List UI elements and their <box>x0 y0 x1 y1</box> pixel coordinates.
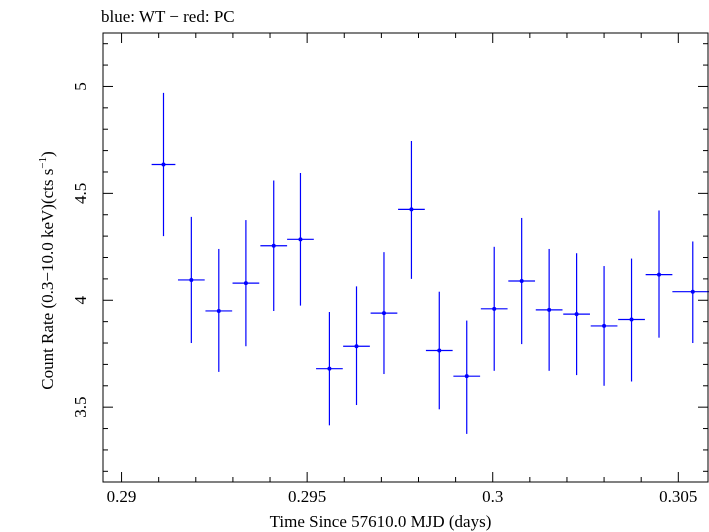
data-point <box>508 217 536 345</box>
y-tick-label: 3.5 <box>71 397 90 418</box>
data-marker <box>189 277 194 282</box>
data-point <box>425 291 453 410</box>
x-tick-label: 0.305 <box>659 487 697 506</box>
data-point <box>232 220 260 347</box>
y-axis-label: Count Rate (0.3−10.0 keV)(cts s−1) <box>37 151 57 390</box>
data-point <box>205 248 233 372</box>
y-tick-label: 4.5 <box>71 183 90 204</box>
data-marker <box>437 348 442 353</box>
data-point <box>618 258 645 382</box>
data-point <box>370 252 398 375</box>
data-marker <box>271 243 276 248</box>
data-point <box>316 312 343 426</box>
data-point <box>260 180 288 311</box>
data-point <box>453 320 481 434</box>
data-marker <box>547 307 552 312</box>
data-marker <box>690 289 695 294</box>
chart-title: blue: WT − red: PC <box>101 7 235 26</box>
data-point <box>287 173 314 306</box>
y-axis-label-main: Count Rate (0.3−10.0 keV)(cts s <box>38 169 57 390</box>
x-tick-label: 0.3 <box>482 487 503 506</box>
y-axis-label-superscript: −1 <box>37 157 49 169</box>
data-marker <box>216 308 221 313</box>
data-marker <box>298 237 303 242</box>
data-marker <box>381 311 386 316</box>
data-marker <box>492 306 497 311</box>
data-point <box>563 253 590 376</box>
data-marker <box>574 312 579 317</box>
data-marker <box>409 207 414 212</box>
x-tick-label: 0.29 <box>107 487 137 506</box>
data-marker <box>327 366 332 371</box>
data-marker <box>602 323 607 328</box>
data-points <box>151 92 709 434</box>
axis-ticks: 0.29 0.295 0.3 0.305 3.5 4 4.5 5 <box>71 33 708 506</box>
data-point <box>672 241 709 344</box>
data-marker <box>464 374 469 379</box>
data-marker <box>354 344 359 349</box>
data-marker <box>629 317 634 322</box>
data-marker <box>161 162 166 167</box>
data-point <box>151 92 176 237</box>
data-point <box>398 140 425 279</box>
x-axis-label: Time Since 57610.0 MJD (days) <box>270 512 492 531</box>
x-tick-label: 0.295 <box>288 487 326 506</box>
y-tick-label: 4 <box>71 296 90 305</box>
data-marker <box>657 272 662 277</box>
plot-frame <box>102 32 709 483</box>
y-axis-label-tail: ) <box>38 151 57 157</box>
data-marker <box>243 281 248 286</box>
data-point <box>590 266 618 386</box>
data-point <box>645 210 673 338</box>
data-point <box>343 286 370 406</box>
data-point <box>177 216 205 344</box>
data-marker <box>519 279 524 284</box>
y-tick-label: 5 <box>71 82 90 91</box>
data-point <box>480 246 508 371</box>
data-point <box>535 248 563 371</box>
